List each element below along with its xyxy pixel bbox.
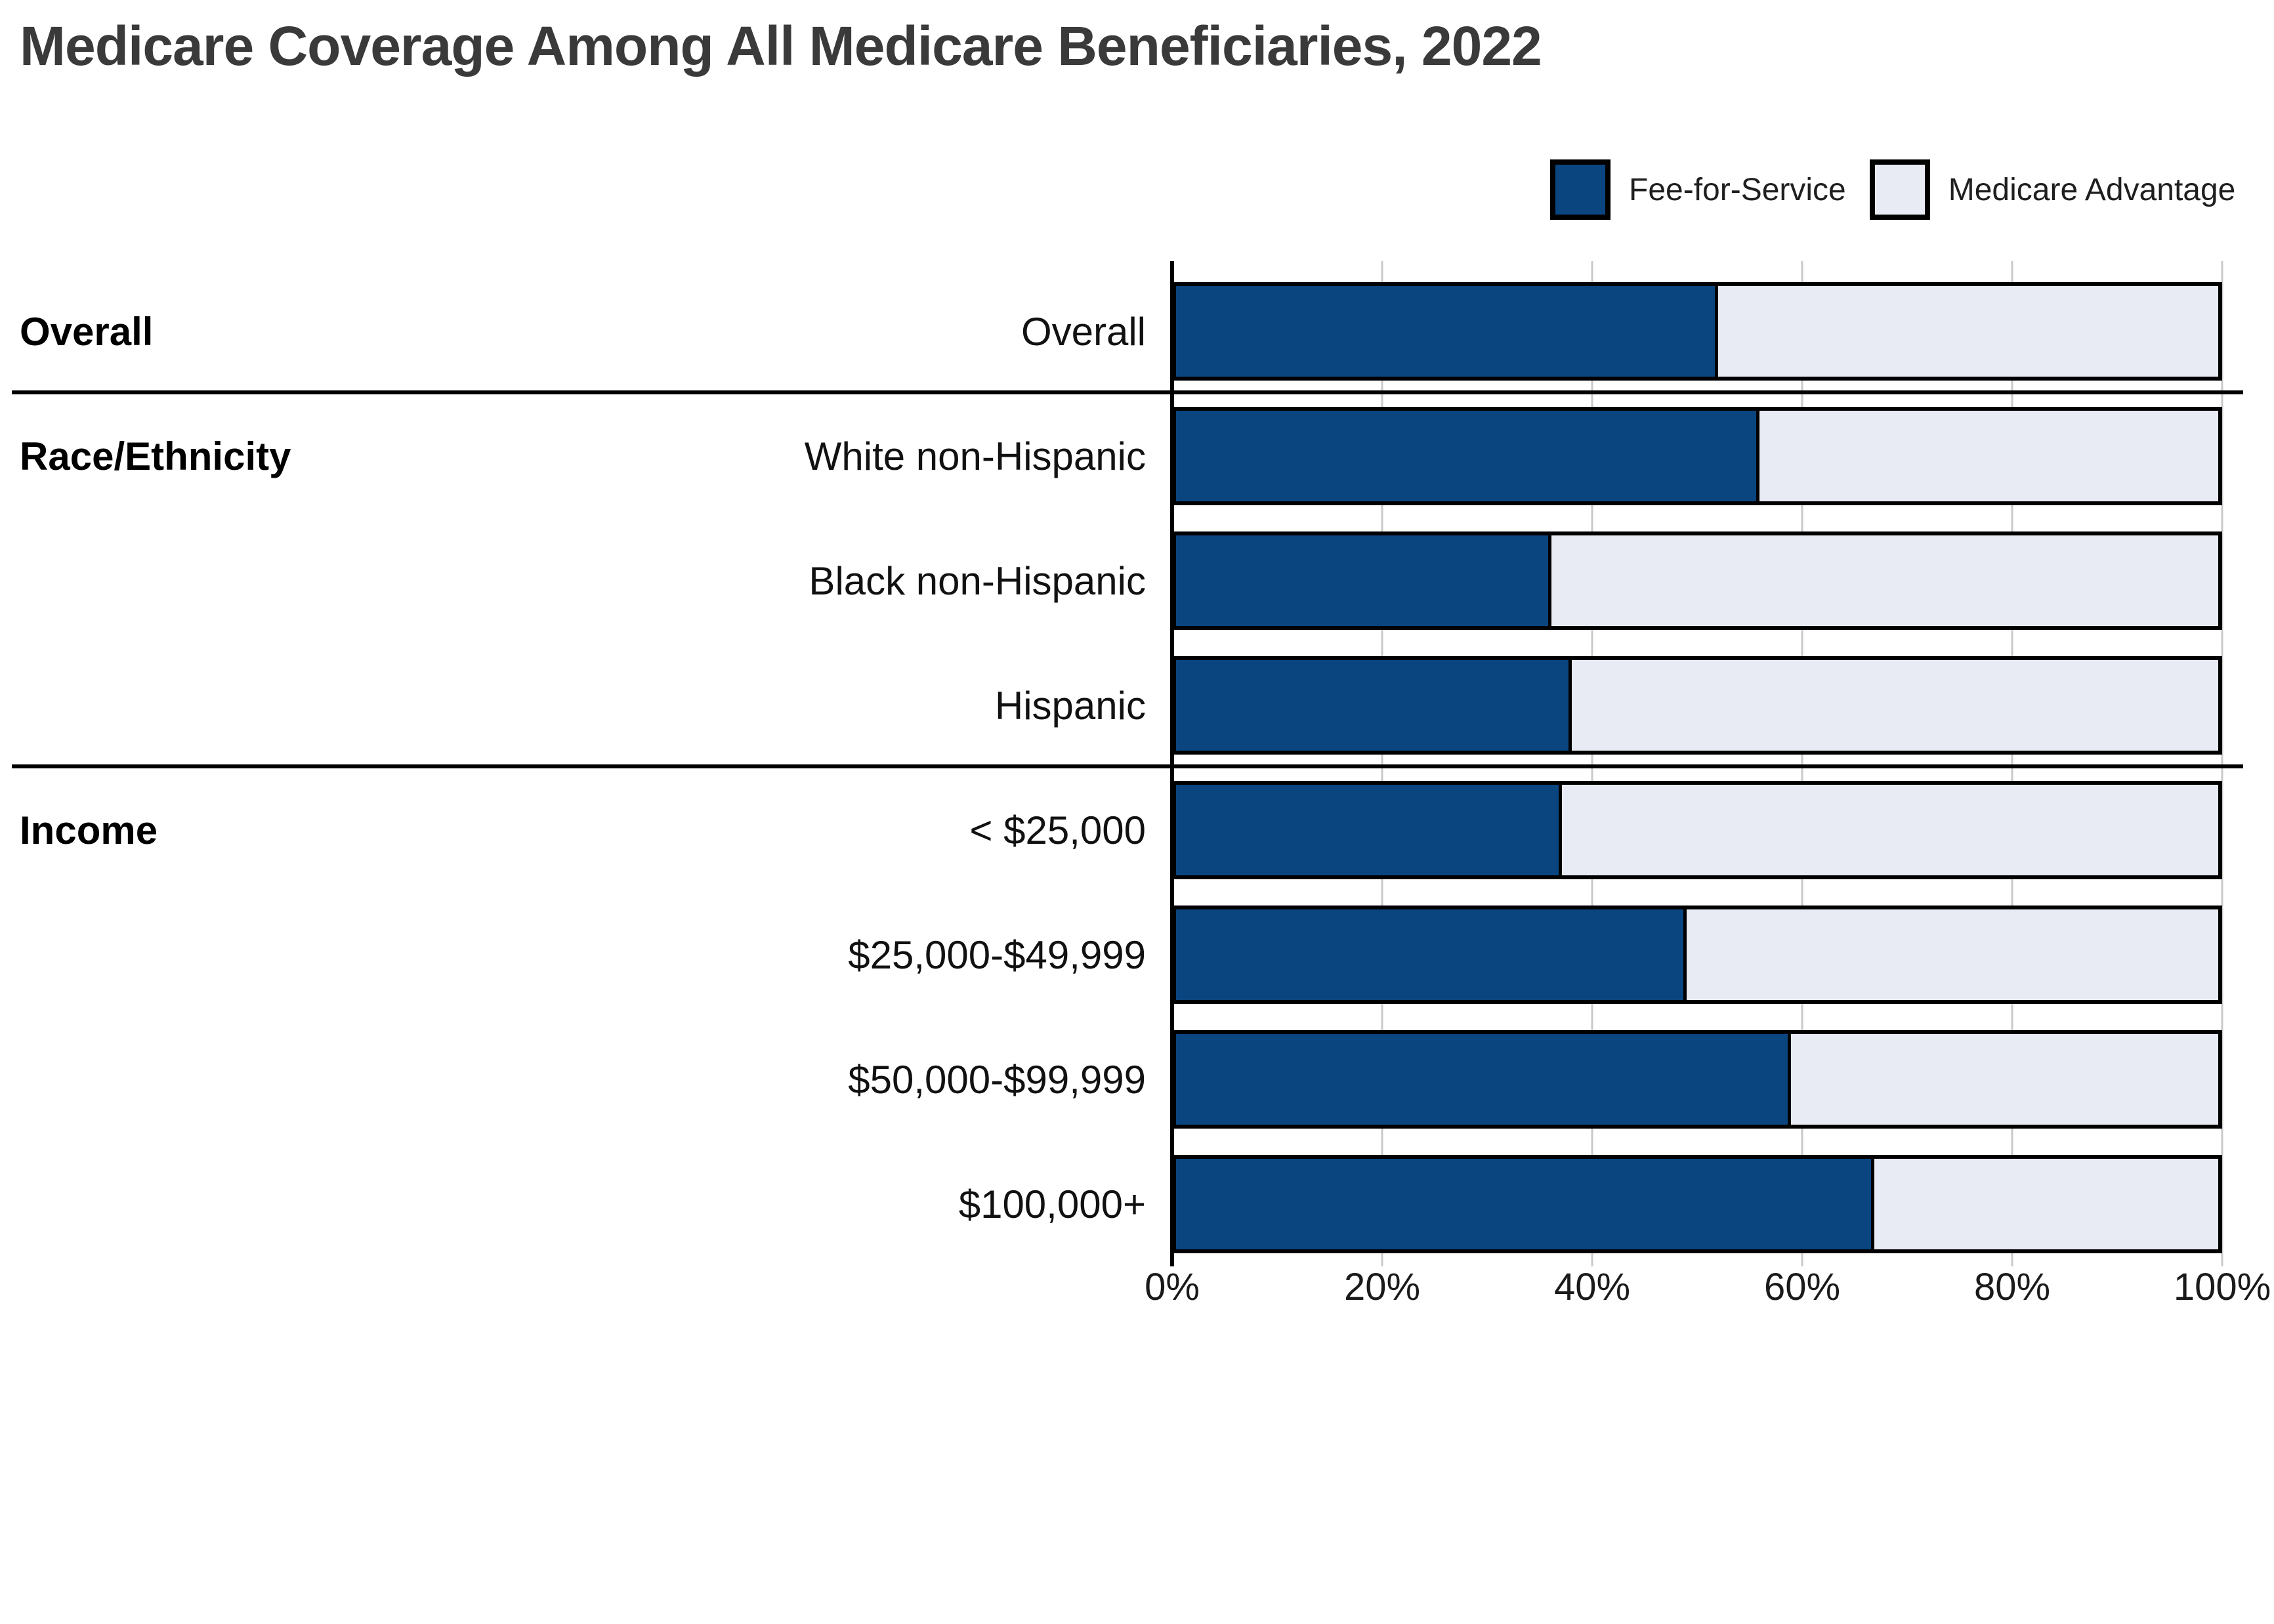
medicare-advantage-segment (1561, 785, 2218, 875)
fee-for-service-segment (1176, 286, 1718, 377)
fee-for-service-segment (1176, 535, 1551, 626)
legend: Fee-for-Service Medicare Advantage (1550, 159, 2259, 220)
row-label-black-non-hispanic: Black non-Hispanic (809, 558, 1146, 603)
medicare-advantage-swatch (1869, 159, 1930, 220)
medicare-advantage-segment (1687, 909, 2218, 1000)
medicare-advantage-segment (1572, 660, 2218, 751)
row-label-white-non-hispanic: White non-Hispanic (804, 434, 1146, 478)
fee-for-service-swatch (1550, 159, 1611, 220)
row-label-50000-99999: $50,000-$99,999 (848, 1057, 1146, 1102)
group-label-income: Income (20, 808, 158, 852)
row-label-hispanic: Hispanic (994, 683, 1146, 728)
stacked-bar-under-25000 (1172, 781, 2222, 879)
fee-for-service-segment (1176, 909, 1687, 1000)
row-label-overall: Overall (1021, 309, 1146, 354)
group-separator-line (12, 390, 2243, 394)
gridline-40 (1591, 261, 1593, 1266)
gridline-60 (1801, 261, 1803, 1266)
legend-label: Medicare Advantage (1948, 172, 2236, 207)
plot-area: 0% 20% 40% 60% 80% 100% (1145, 261, 2271, 1308)
stacked-bar-50000-99999 (1172, 1030, 2222, 1129)
legend-item-fee-for-service: Fee-for-Service (1550, 159, 1870, 220)
stacked-bar-hispanic (1172, 656, 2222, 755)
medicare-advantage-segment (1874, 1159, 2218, 1249)
row-label-25000-49999: $25,000-$49,999 (848, 932, 1146, 977)
x-tick-20: 20% (1343, 1266, 1421, 1308)
fee-for-service-segment (1176, 1034, 1791, 1125)
fee-for-service-segment (1176, 785, 1562, 875)
x-tick-100: 100% (2173, 1266, 2271, 1308)
fee-for-service-segment (1176, 660, 1572, 751)
chart-title: Medicare Coverage Among All Medicare Ben… (20, 15, 1542, 77)
x-tick-80: 80% (1973, 1266, 2051, 1308)
gridline-80 (2011, 261, 2013, 1266)
x-tick-40: 40% (1553, 1266, 1631, 1308)
fee-for-service-segment (1176, 1159, 1874, 1249)
legend-item-medicare-advantage: Medicare Advantage (1869, 159, 2260, 220)
medicare-advantage-segment (1790, 1034, 2218, 1125)
row-label-under-25000: < $25,000 (969, 808, 1146, 852)
stacked-bar-white-non-hispanic (1172, 407, 2222, 505)
stacked-bar-black-non-hispanic (1172, 531, 2222, 630)
medicare-advantage-segment (1717, 286, 2218, 377)
row-label-100000-plus: $100,000+ (958, 1182, 1146, 1226)
legend-label: Fee-for-Service (1629, 172, 1846, 207)
gridline-100 (2221, 261, 2223, 1266)
stacked-bar-25000-49999 (1172, 906, 2222, 1004)
group-separator-line (12, 764, 2243, 768)
group-label-race-ethnicity: Race/Ethnicity (20, 434, 291, 478)
gridline-20 (1381, 261, 1383, 1266)
x-tick-0: 0% (1145, 1266, 1200, 1308)
x-tick-60: 60% (1763, 1266, 1841, 1308)
medicare-advantage-segment (1551, 535, 2218, 626)
stacked-bar-100000-plus (1172, 1155, 2222, 1253)
group-label-overall: Overall (20, 309, 154, 354)
stacked-bar-overall (1172, 282, 2222, 381)
medicare-advantage-segment (1759, 411, 2218, 501)
fee-for-service-segment (1176, 411, 1760, 501)
y-axis-line (1170, 261, 1174, 1266)
